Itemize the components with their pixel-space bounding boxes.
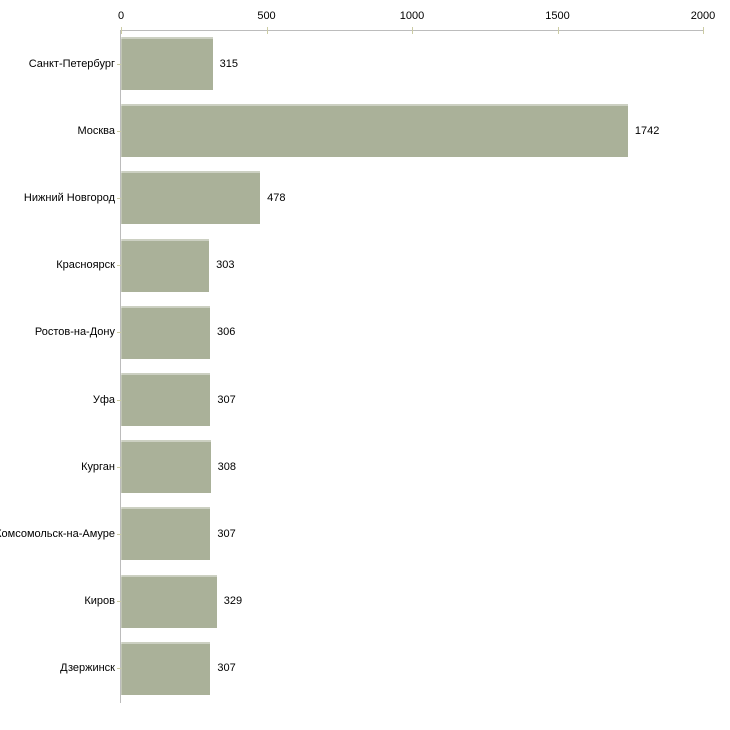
y-axis-tick: [117, 466, 121, 468]
bar: [121, 641, 211, 695]
y-axis-tick: [117, 668, 121, 670]
value-label: 306: [217, 326, 236, 339]
bar: [121, 373, 211, 427]
category-label-cell: Санкт-Петербург: [0, 30, 121, 97]
x-axis-tick-label: 1000: [399, 10, 425, 22]
y-axis-tick: [117, 332, 121, 334]
x-axis-tick-label: 500: [257, 10, 276, 22]
value-label: 315: [219, 57, 239, 70]
category-label: Санкт-Петербург: [28, 57, 115, 70]
bar: [121, 37, 213, 91]
category-label-cell: Ростов-на-Дону: [0, 299, 121, 366]
category-label: Дзержинск: [60, 662, 115, 675]
category-label-cell: Нижний Новгород: [0, 164, 121, 231]
bar: [121, 104, 628, 158]
category-label-cell: Комсомольск-на-Амуре: [0, 500, 121, 567]
category-label: Ростов-на-Дону: [34, 326, 115, 339]
value-label: 307: [217, 662, 236, 675]
y-axis-tick: [117, 601, 121, 603]
value-label: 1742: [634, 124, 660, 137]
bar: [121, 507, 211, 561]
bar: [121, 238, 210, 292]
x-axis-tick: [266, 27, 268, 34]
category-label: Нижний Новгород: [23, 191, 115, 204]
value-label: 307: [217, 527, 236, 540]
category-label-cell: Курган: [0, 433, 121, 500]
x-axis-tick-label: 2000: [690, 10, 716, 22]
value-label: 303: [216, 259, 235, 272]
bar-row: Курган 308: [0, 433, 730, 500]
x-axis-tick: [703, 27, 704, 34]
bar: [121, 305, 211, 359]
category-label: Киров: [84, 595, 115, 608]
bar-row: Москва 1742: [0, 97, 730, 164]
y-axis-line: [120, 30, 121, 703]
y-axis-tick: [117, 399, 121, 401]
bar: [121, 171, 261, 225]
bar: [121, 440, 211, 494]
y-axis-tick: [117, 265, 121, 267]
x-axis-tick: [412, 27, 413, 34]
value-label: 329: [223, 595, 243, 608]
category-label-cell: Красноярск: [0, 232, 121, 299]
category-label: Уфа: [92, 393, 115, 406]
bar: [121, 574, 217, 628]
bar-row: Красноярск 303: [0, 232, 730, 299]
x-axis-tick-label: 0: [117, 10, 125, 22]
category-label-cell: Москва: [0, 97, 121, 164]
category-label: Комсомольск-на-Амуре: [0, 527, 115, 540]
value-label: 308: [217, 460, 236, 473]
y-axis-tick: [117, 533, 121, 535]
y-axis-tick: [117, 130, 121, 132]
category-label: Курган: [81, 460, 115, 473]
bar-row: Дзержинск 307: [0, 635, 730, 702]
y-axis-tick: [117, 63, 121, 65]
x-axis-tick: [557, 27, 559, 34]
x-axis-tick-label: 1500: [545, 10, 570, 22]
value-label: 307: [217, 393, 236, 406]
bar-row: Киров 329: [0, 568, 730, 635]
bar-row: Ростов-на-Дону 306: [0, 299, 730, 366]
x-axis-tick: [121, 27, 122, 34]
category-label: Красноярск: [56, 259, 115, 272]
category-label-cell: Киров: [0, 568, 121, 635]
value-label: 478: [267, 191, 286, 204]
category-label: Москва: [77, 124, 115, 137]
y-axis-tick: [117, 197, 121, 199]
category-label-cell: Дзержинск: [0, 635, 121, 702]
bar-row: Нижний Новгород 478: [0, 164, 730, 231]
bar-row: Уфа 307: [0, 366, 730, 433]
bar-row: Санкт-Петербург 315: [0, 30, 730, 97]
category-label-cell: Уфа: [0, 366, 121, 433]
bar-row: Комсомольск-на-Амуре 307: [0, 500, 730, 567]
